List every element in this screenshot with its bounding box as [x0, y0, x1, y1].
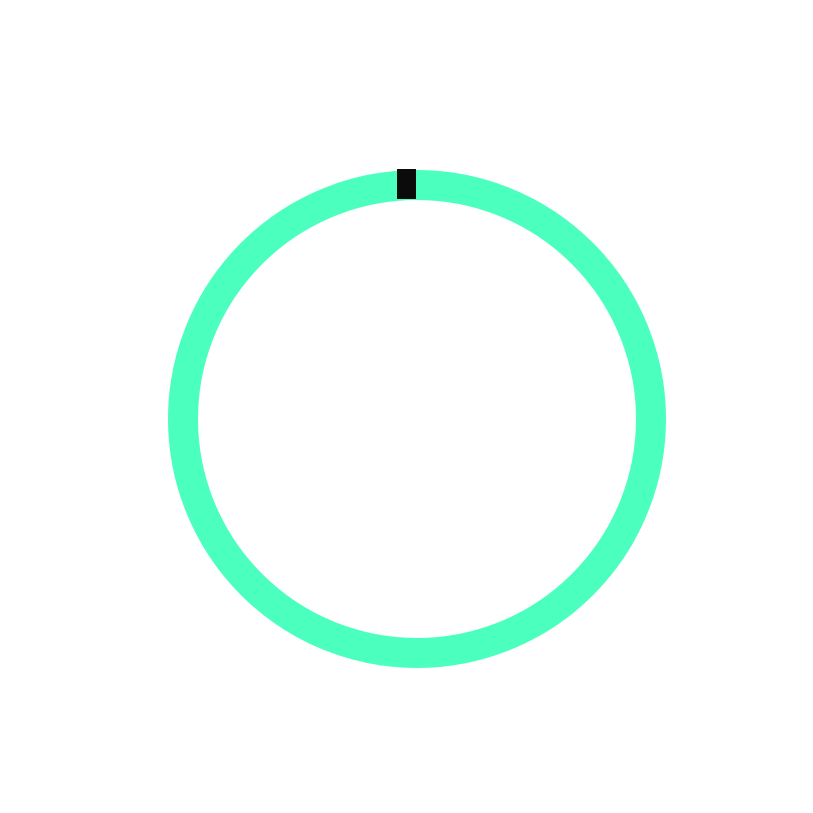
progress-ring-indicator [397, 169, 416, 199]
progress-ring-track [168, 170, 666, 668]
